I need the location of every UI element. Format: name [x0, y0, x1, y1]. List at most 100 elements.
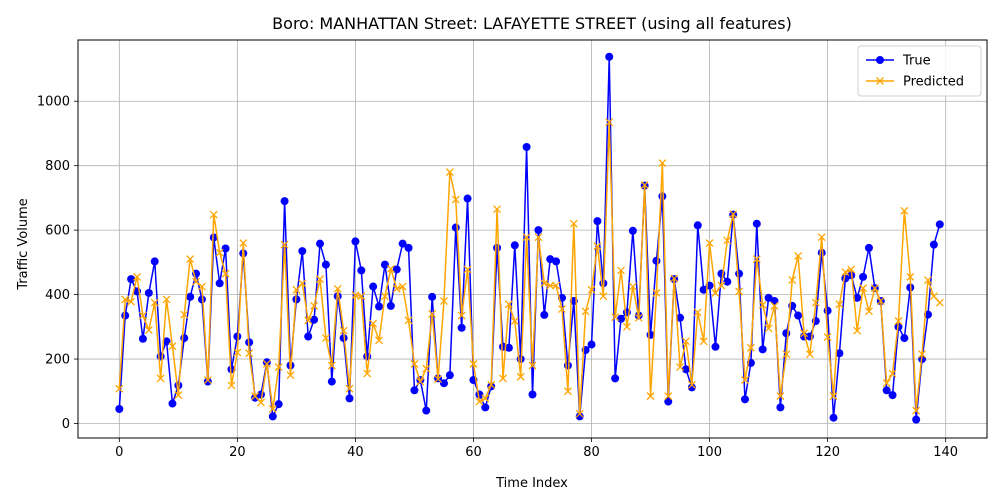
data-point — [215, 248, 224, 257]
data-point — [705, 239, 714, 247]
data-point — [752, 255, 761, 264]
data-point — [375, 336, 383, 345]
data-point — [127, 297, 136, 306]
data-point — [912, 415, 921, 424]
data-point — [711, 289, 720, 297]
data-point — [316, 239, 325, 248]
data-point — [823, 306, 832, 315]
data-point — [622, 322, 631, 331]
data-point — [670, 274, 679, 283]
data-point — [256, 390, 265, 399]
y-tick-label: 400 — [45, 288, 70, 303]
series-layer — [115, 52, 944, 424]
data-point — [215, 279, 224, 288]
data-point — [115, 404, 124, 413]
data-point — [640, 181, 649, 189]
x-tick-label: 80 — [583, 445, 600, 460]
data-point — [304, 332, 313, 341]
data-point — [699, 285, 708, 294]
x-tick-label: 120 — [815, 445, 840, 460]
data-point — [457, 311, 466, 320]
data-point — [658, 159, 667, 168]
y-tick-label: 800 — [45, 159, 70, 174]
x-tick-label: 0 — [115, 445, 123, 460]
data-point — [398, 282, 407, 291]
data-point — [162, 295, 171, 304]
data-point — [363, 369, 372, 378]
data-point — [735, 287, 744, 296]
data-point — [522, 142, 531, 151]
data-point — [422, 364, 431, 373]
x-tick-label: 100 — [697, 445, 722, 460]
data-point — [351, 237, 360, 246]
data-point — [481, 403, 490, 412]
data-point — [398, 239, 407, 248]
data-point — [528, 361, 537, 370]
data-point — [900, 206, 909, 215]
data-point — [168, 342, 177, 351]
data-point — [292, 285, 301, 294]
legend-label: Predicted — [903, 75, 964, 90]
data-point — [162, 337, 171, 346]
data-point — [245, 349, 254, 358]
data-point — [174, 391, 183, 400]
data-point — [646, 392, 655, 401]
data-point — [186, 255, 195, 264]
data-point — [794, 251, 803, 260]
data-point — [469, 359, 478, 368]
data-point — [475, 397, 484, 406]
data-point — [699, 337, 708, 346]
data-point — [664, 397, 673, 406]
data-point — [534, 226, 543, 235]
data-point — [233, 332, 242, 341]
data-point — [457, 323, 466, 332]
data-point — [522, 233, 531, 242]
data-point — [687, 383, 696, 392]
data-point — [233, 348, 242, 357]
data-point — [782, 350, 791, 359]
data-point — [575, 409, 584, 418]
data-point — [416, 377, 425, 386]
x-tick-label: 140 — [933, 445, 958, 460]
data-point — [693, 308, 702, 317]
data-point — [392, 284, 401, 293]
data-point — [345, 394, 354, 403]
data-point — [628, 226, 637, 235]
data-point — [133, 272, 141, 281]
data-point — [493, 205, 502, 214]
y-tick-label: 0 — [62, 417, 70, 432]
data-point — [682, 337, 690, 346]
data-point — [451, 195, 460, 204]
data-point — [929, 292, 938, 301]
legend-marker — [876, 56, 884, 64]
data-point — [758, 345, 767, 354]
data-point — [221, 244, 230, 253]
data-point — [729, 210, 738, 218]
data-point — [422, 406, 431, 415]
data-point — [280, 197, 289, 206]
data-point — [516, 372, 525, 381]
data-point — [853, 293, 862, 302]
plot-frame — [77, 39, 988, 439]
data-point — [197, 282, 206, 291]
data-point — [203, 376, 212, 384]
data-point — [262, 358, 271, 367]
data-point — [327, 377, 336, 386]
data-point — [386, 301, 395, 310]
data-point — [776, 403, 785, 412]
data-point — [192, 277, 201, 286]
data-point — [150, 257, 159, 266]
data-point — [664, 392, 673, 401]
data-point — [239, 239, 248, 247]
data-point — [310, 301, 319, 310]
data-point — [298, 279, 307, 288]
data-point — [906, 272, 915, 281]
data-point — [841, 268, 850, 276]
data-point — [274, 363, 283, 372]
data-point — [528, 390, 537, 399]
data-point — [740, 395, 749, 404]
data-point — [428, 292, 437, 301]
data-point — [628, 282, 637, 291]
data-point — [316, 275, 324, 284]
